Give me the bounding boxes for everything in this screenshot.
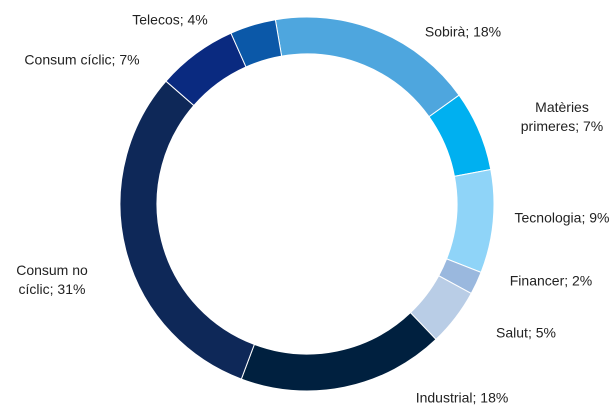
- data-label: Consum no cíclic; 31%: [16, 262, 88, 297]
- data-label: Consum cíclic; 7%: [24, 51, 140, 68]
- donut-segment: [445, 168, 495, 274]
- donut-segment: [240, 311, 437, 392]
- data-label: Tecnologia; 9%: [514, 209, 610, 226]
- data-label: Financer; 2%: [509, 272, 593, 289]
- donut-segment: [230, 19, 283, 68]
- data-label: Salut; 5%: [496, 324, 556, 341]
- data-label: Sobirà; 18%: [424, 23, 502, 40]
- data-label: Matèries primeres; 7%: [520, 99, 604, 134]
- data-label: Telecos; 4%: [132, 11, 208, 28]
- donut-segment: [119, 80, 255, 380]
- data-label: Industrial; 18%: [415, 389, 509, 406]
